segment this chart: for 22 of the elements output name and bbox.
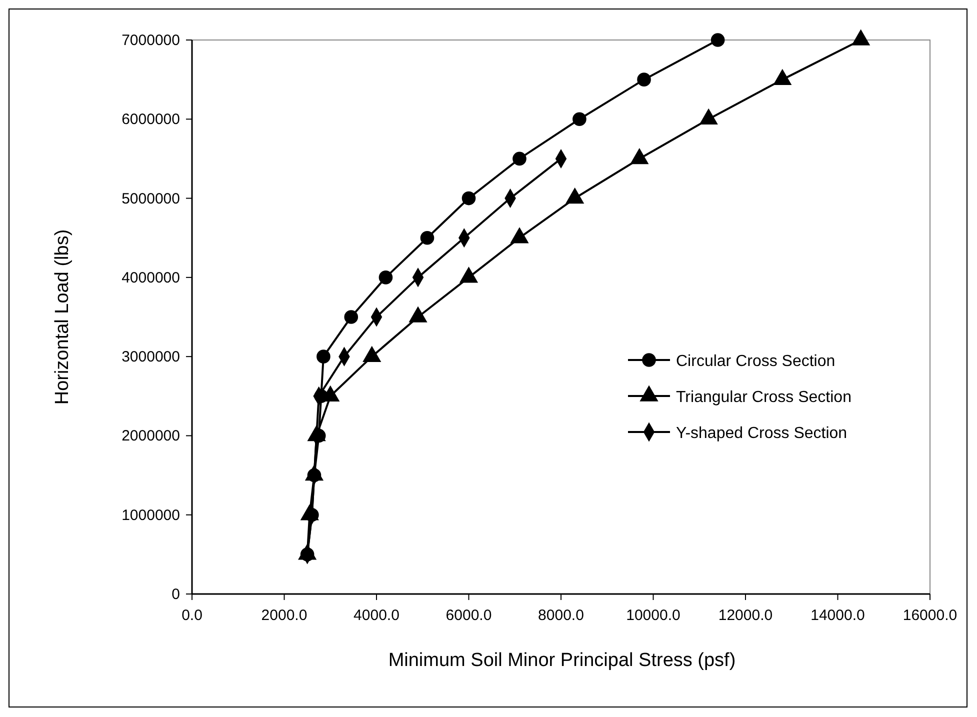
y-tick-label: 4000000 (122, 269, 180, 286)
y-tick-label: 2000000 (122, 428, 180, 445)
y-tick-label: 3000000 (122, 348, 180, 366)
y-tick-label: 0 (172, 586, 180, 603)
y-tick-label: 5000000 (122, 190, 180, 208)
x-axis-title: Minimum Soil Minor Principal Stress (psf) (388, 650, 736, 671)
x-tick-label: 14000.0 (810, 607, 865, 624)
y-tick-label: 7000000 (122, 32, 180, 49)
legend-label: Y-shaped Cross Section (676, 425, 848, 442)
legend-label: Triangular Cross Section (676, 389, 852, 406)
x-tick-label: 8000.0 (538, 607, 584, 624)
x-tick-label: 6000.0 (446, 607, 492, 624)
x-tick-label: 4000.0 (354, 607, 400, 624)
y-tick-label: 1000000 (122, 506, 180, 524)
x-tick-label: 10000.0 (626, 607, 680, 624)
x-tick-label: 16000.0 (902, 607, 958, 624)
legend-label: Circular Cross Section (676, 353, 836, 370)
y-axis-title: Horizontal Load (lbs) (52, 229, 73, 405)
x-tick-label: 12000.0 (718, 607, 773, 624)
x-tick-label: 0.0 (182, 607, 202, 624)
x-tick-label: 2000.0 (261, 607, 308, 624)
y-tick-label: 6000000 (122, 111, 180, 128)
